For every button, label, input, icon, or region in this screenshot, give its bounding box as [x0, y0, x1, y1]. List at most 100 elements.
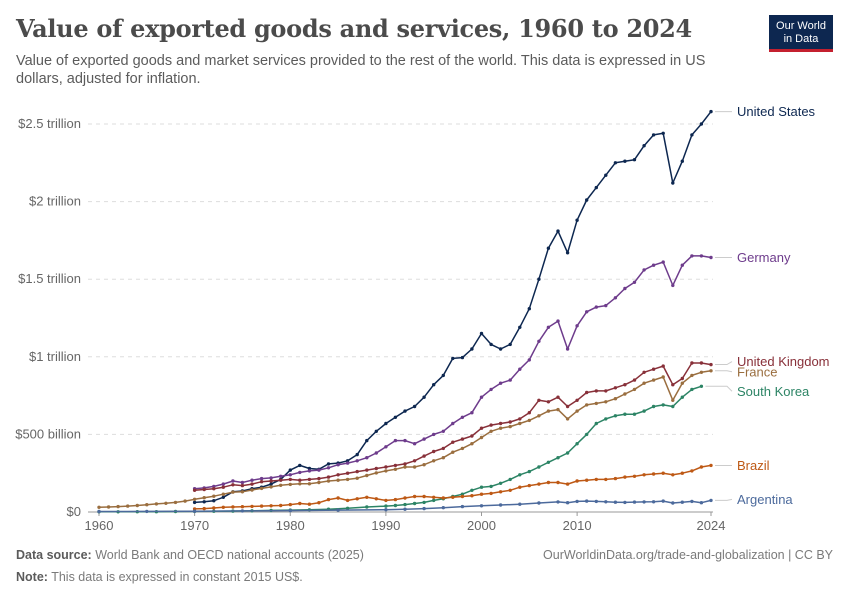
data-point [231, 479, 235, 483]
series-label-argentina[interactable]: Argentina [737, 492, 793, 507]
data-point [288, 477, 292, 482]
data-point [489, 491, 493, 496]
data-point [546, 480, 551, 485]
grid-lines [88, 123, 713, 513]
data-point [250, 504, 254, 509]
data-point [527, 411, 531, 415]
data-point [202, 506, 206, 511]
data-point [374, 429, 378, 433]
data-point [365, 473, 369, 478]
data-point [518, 502, 522, 506]
y-axis: $0 $500 billion $1 trillion $1.5 trillion $2… [15, 116, 81, 519]
data-point [192, 509, 197, 513]
data-point [441, 496, 445, 500]
data-point [393, 497, 398, 502]
series-label-united-kingdom[interactable]: United Kingdom [737, 354, 830, 369]
data-point [565, 251, 570, 255]
data-point [642, 144, 646, 148]
data-point [393, 438, 398, 443]
data-point [365, 495, 369, 499]
data-point [192, 500, 197, 505]
data-point [240, 505, 245, 509]
data-point [556, 500, 560, 504]
data-point [250, 482, 254, 486]
data-point [565, 347, 570, 351]
source-url[interactable]: OurWorldinData.org/trade-and-globalizati… [543, 548, 833, 562]
y-tick-label: $1.5 trillion [18, 271, 81, 286]
data-point [498, 426, 503, 430]
data-point [365, 468, 369, 472]
data-point [240, 490, 245, 494]
series-label-brazil[interactable]: Brazil [737, 458, 770, 473]
data-point [498, 490, 503, 494]
series-label-germany[interactable]: Germany [737, 250, 791, 265]
data-point [489, 484, 493, 489]
label-connector-united-kingdom [715, 361, 733, 366]
data-point [470, 488, 474, 492]
data-point [546, 460, 551, 464]
series-label-united-states[interactable]: United States [737, 104, 816, 119]
data-point [585, 390, 589, 395]
data-point [231, 490, 235, 494]
data-point [393, 463, 398, 468]
data-point [575, 409, 579, 413]
data-point [546, 400, 551, 404]
data-point [106, 505, 111, 509]
series-line-united-kingdom[interactable] [194, 362, 712, 492]
data-point [680, 376, 684, 381]
data-point [575, 479, 579, 483]
data-point [374, 497, 378, 501]
data-point [317, 480, 321, 485]
data-point [699, 122, 704, 126]
data-point [651, 263, 656, 267]
label-connector-south-korea [705, 385, 733, 392]
data-point [345, 506, 350, 510]
data-point [632, 500, 637, 504]
series-united-kingdom[interactable] [192, 361, 713, 492]
x-tick-label: 2010 [563, 518, 592, 533]
series-france[interactable] [97, 369, 713, 509]
data-point [441, 506, 445, 510]
data-point [632, 280, 637, 284]
series-line-south-korea[interactable] [99, 385, 702, 513]
data-point [393, 415, 398, 419]
data-point [240, 509, 245, 513]
data-point [613, 414, 618, 418]
data-point [336, 473, 340, 477]
series-south-korea[interactable] [97, 384, 704, 514]
owid-logo[interactable]: Our World in Data [769, 15, 833, 52]
x-tick-label: 2000 [467, 518, 496, 533]
data-point [403, 507, 407, 511]
data-point [556, 395, 560, 399]
data-point [116, 504, 120, 509]
data-point [451, 495, 455, 499]
data-point [403, 462, 407, 466]
data-point [642, 473, 646, 477]
line-chart: $0 $500 billion $1 trillion $1.5 trillion $2… [15, 104, 830, 533]
data-point [632, 158, 637, 162]
data-point [240, 483, 245, 488]
data-point [508, 420, 512, 424]
series-argentina[interactable] [97, 498, 713, 514]
data-point [556, 456, 560, 460]
data-point [460, 415, 465, 419]
series-label-south-korea[interactable]: South Korea [737, 384, 810, 399]
data-point [479, 331, 484, 336]
series-brazil[interactable] [192, 463, 713, 511]
data-point [384, 421, 388, 426]
data-point [451, 356, 455, 361]
series-label-france[interactable]: France [737, 364, 777, 379]
data-point [403, 465, 407, 469]
series-germany[interactable] [192, 254, 713, 491]
data-point [479, 504, 484, 508]
note-text: This data is expressed in constant 2015 … [51, 570, 303, 584]
chart-subtitle: Value of exported goods and market servi… [16, 53, 706, 87]
data-point [451, 450, 455, 454]
data-point [565, 451, 570, 455]
data-point [585, 403, 589, 407]
x-tick-label: 1980 [276, 518, 305, 533]
series-united-states[interactable] [192, 109, 713, 505]
data-point [709, 498, 713, 503]
data-point [537, 465, 541, 469]
data-point [279, 483, 283, 487]
